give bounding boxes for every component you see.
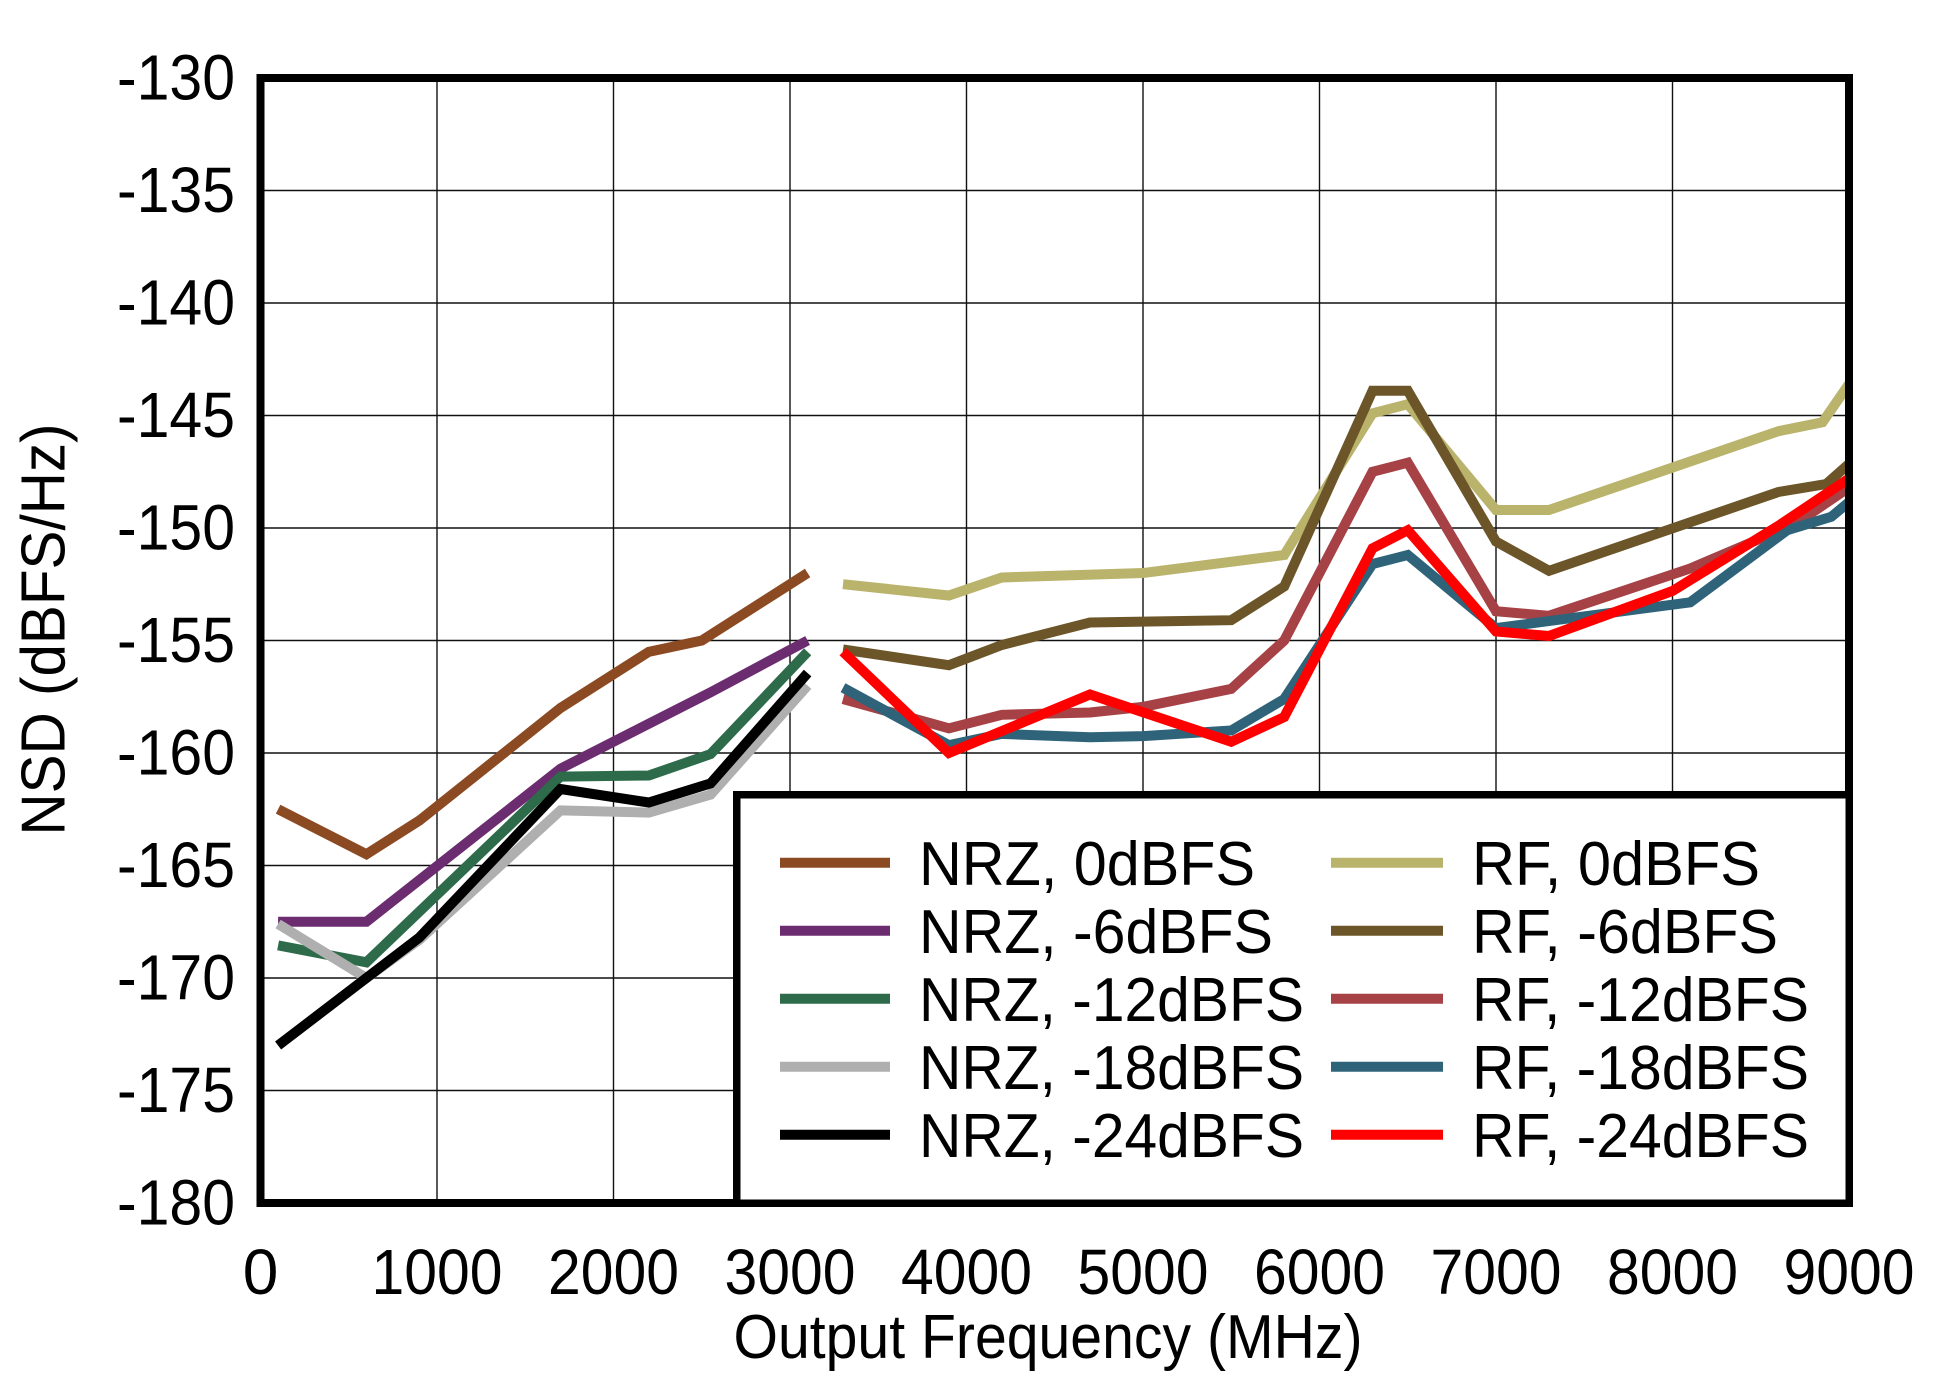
svg-text:NRZ, -6dBFS: NRZ, -6dBFS xyxy=(919,898,1273,967)
svg-text:7000: 7000 xyxy=(1431,1236,1562,1308)
svg-text:-175: -175 xyxy=(117,1054,235,1126)
svg-text:-155: -155 xyxy=(117,604,235,676)
svg-text:NRZ, -12dBFS: NRZ, -12dBFS xyxy=(919,966,1304,1035)
svg-text:-130: -130 xyxy=(117,42,235,114)
svg-text:Output Frequency (MHz): Output Frequency (MHz) xyxy=(734,1303,1363,1372)
svg-text:2000: 2000 xyxy=(548,1236,679,1308)
svg-text:NRZ, 0dBFS: NRZ, 0dBFS xyxy=(919,830,1255,899)
svg-text:-170: -170 xyxy=(117,942,235,1014)
svg-text:-180: -180 xyxy=(117,1167,235,1239)
svg-text:4000: 4000 xyxy=(901,1236,1032,1308)
svg-text:NSD (dBFS/Hz): NSD (dBFS/Hz) xyxy=(10,424,79,836)
svg-text:RF, -12dBFS: RF, -12dBFS xyxy=(1472,966,1809,1035)
svg-text:1000: 1000 xyxy=(372,1236,503,1308)
svg-text:0: 0 xyxy=(243,1236,279,1308)
svg-text:-140: -140 xyxy=(117,267,235,339)
svg-text:3000: 3000 xyxy=(725,1236,856,1308)
svg-text:-150: -150 xyxy=(117,492,235,564)
svg-text:-145: -145 xyxy=(117,379,235,451)
svg-text:-160: -160 xyxy=(117,717,235,789)
svg-text:RF, -24dBFS: RF, -24dBFS xyxy=(1472,1102,1809,1171)
svg-text:-135: -135 xyxy=(117,154,235,226)
svg-text:-165: -165 xyxy=(117,829,235,901)
svg-text:5000: 5000 xyxy=(1078,1236,1209,1308)
svg-text:NRZ, -18dBFS: NRZ, -18dBFS xyxy=(919,1034,1304,1103)
svg-text:RF, -6dBFS: RF, -6dBFS xyxy=(1472,898,1778,967)
svg-text:8000: 8000 xyxy=(1607,1236,1738,1308)
svg-text:RF, 0dBFS: RF, 0dBFS xyxy=(1472,830,1760,899)
svg-text:RF, -18dBFS: RF, -18dBFS xyxy=(1472,1034,1809,1103)
svg-text:9000: 9000 xyxy=(1784,1236,1915,1308)
svg-text:6000: 6000 xyxy=(1254,1236,1385,1308)
svg-text:NRZ, -24dBFS: NRZ, -24dBFS xyxy=(919,1102,1304,1171)
